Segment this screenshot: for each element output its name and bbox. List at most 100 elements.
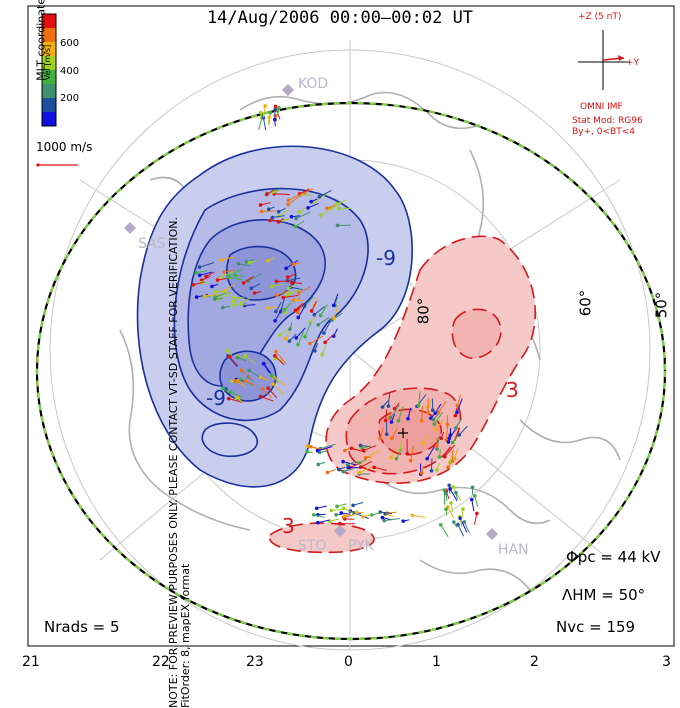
vector-origin <box>431 408 435 412</box>
colorbar-swatch <box>42 98 56 112</box>
vector-origin <box>389 416 393 420</box>
contour-label-pos: 3 <box>506 378 519 402</box>
vector-origin <box>444 507 448 511</box>
vector-origin <box>405 452 409 456</box>
vector-origin <box>221 306 225 310</box>
vector-origin <box>326 471 330 475</box>
vector-origin <box>213 290 217 294</box>
vector-origin <box>286 292 290 296</box>
vector-origin <box>195 295 199 299</box>
vector-origin <box>361 515 365 519</box>
vector-origin <box>453 457 457 461</box>
vector-origin <box>266 259 270 263</box>
vector-origin <box>323 341 327 345</box>
mlt-tick-21: 21 <box>22 654 40 670</box>
vector-origin <box>308 342 312 346</box>
vector-origin <box>335 202 339 206</box>
vector-origin <box>453 414 457 418</box>
vector-origin <box>203 294 207 298</box>
vector-origin <box>444 492 448 496</box>
vector-origin <box>248 261 252 265</box>
vector-origin <box>312 313 316 317</box>
vector-origin <box>287 287 291 291</box>
vector-origin <box>288 339 292 343</box>
vector-origin <box>296 316 300 320</box>
vector-origin <box>294 308 298 312</box>
vector-origin <box>410 513 414 517</box>
vector-origin <box>401 519 405 523</box>
vector-origin <box>277 106 281 110</box>
vector-origin <box>265 193 269 197</box>
vector-origin <box>320 353 324 357</box>
vector-origin <box>473 494 477 498</box>
vector-origin <box>343 449 347 453</box>
vector-origin <box>370 513 374 517</box>
vector-origin <box>387 404 391 408</box>
vector-origin <box>278 333 282 337</box>
n-rads: Nrads = 5 <box>44 618 120 636</box>
vector-origin <box>336 224 340 228</box>
lat-label-50: 50° <box>652 292 670 319</box>
vector-origin <box>273 108 277 112</box>
vector-origin <box>346 463 350 467</box>
vector-origin <box>275 294 279 298</box>
radar-label-pyk: PYK <box>348 538 374 554</box>
vector-origin <box>274 105 278 109</box>
radar-label-han: HAN <box>498 542 529 558</box>
vector-origin <box>273 319 277 323</box>
vector-origin <box>475 512 479 516</box>
vector-origin <box>322 331 326 335</box>
vector-origin <box>248 369 252 373</box>
vector-origin <box>309 200 313 204</box>
vector-origin <box>294 298 298 302</box>
vector-origin <box>229 390 233 394</box>
imf-dial <box>578 30 630 90</box>
vector-origin <box>433 422 437 426</box>
vector-origin <box>274 310 278 314</box>
vector-origin <box>261 387 265 391</box>
vector-origin <box>213 297 217 301</box>
vector-origin <box>231 303 235 307</box>
vector-origin <box>227 397 231 401</box>
lat-label-80: 80° <box>414 298 432 325</box>
vector-origin <box>335 505 339 509</box>
vector-origin <box>273 118 277 122</box>
vector-origin <box>316 521 320 525</box>
vector-origin <box>449 501 453 505</box>
vector-origin <box>267 115 271 119</box>
vector-origin <box>271 382 275 386</box>
vector-origin <box>438 455 442 459</box>
vector-origin <box>266 386 270 390</box>
vector-origin <box>286 275 290 279</box>
vector-origin <box>226 349 230 353</box>
vector-origin <box>315 506 319 510</box>
vector-origin <box>284 267 288 271</box>
mlt-tick-0: 0 <box>344 654 353 670</box>
vector-origin <box>471 485 475 489</box>
vector-origin <box>406 417 410 421</box>
vector-origin <box>381 516 385 520</box>
vector-origin <box>219 275 223 279</box>
vector-origin <box>296 343 300 347</box>
lambda-hm: ΛHM = 50° <box>562 586 645 604</box>
vector-origin <box>395 457 399 461</box>
imf-condition: By+, 0<BT<4 <box>572 127 635 137</box>
vector-origin <box>390 437 394 441</box>
vector-origin <box>283 308 287 312</box>
vector-origin <box>443 455 447 459</box>
vector-origin <box>235 396 239 400</box>
vector-origin <box>267 207 271 211</box>
vector-origin <box>313 349 317 353</box>
colorbar-tick-600: 600 <box>60 38 79 49</box>
vector-origin <box>325 206 329 210</box>
vector-origin <box>470 498 474 502</box>
vector-origin <box>222 270 226 274</box>
vector-origin <box>339 511 343 515</box>
vector-origin <box>342 506 346 510</box>
radar-label-sas: SAS <box>138 236 166 252</box>
vector-origin <box>269 111 273 115</box>
reference-vector <box>36 163 78 166</box>
vector-origin <box>222 289 226 293</box>
vector-origin <box>355 511 359 515</box>
vector-origin <box>455 404 459 408</box>
